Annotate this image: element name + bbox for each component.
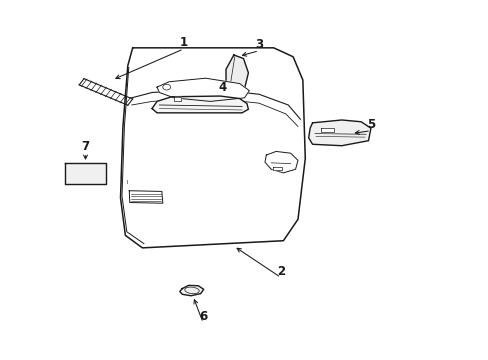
Polygon shape bbox=[321, 128, 334, 132]
Text: 2: 2 bbox=[276, 265, 285, 278]
Text: 1: 1 bbox=[179, 36, 187, 49]
Polygon shape bbox=[308, 120, 370, 146]
Text: I: I bbox=[126, 180, 127, 185]
Polygon shape bbox=[129, 191, 163, 203]
Text: 5: 5 bbox=[366, 118, 374, 131]
Polygon shape bbox=[272, 167, 282, 170]
Text: 3: 3 bbox=[255, 38, 263, 51]
Polygon shape bbox=[157, 78, 249, 102]
Text: 7: 7 bbox=[81, 140, 89, 153]
Polygon shape bbox=[64, 163, 106, 184]
Polygon shape bbox=[180, 285, 203, 296]
Polygon shape bbox=[174, 97, 181, 102]
Polygon shape bbox=[225, 55, 248, 91]
Polygon shape bbox=[152, 96, 248, 113]
Text: 6: 6 bbox=[199, 310, 207, 323]
Text: 4: 4 bbox=[218, 81, 226, 94]
Polygon shape bbox=[264, 152, 297, 173]
